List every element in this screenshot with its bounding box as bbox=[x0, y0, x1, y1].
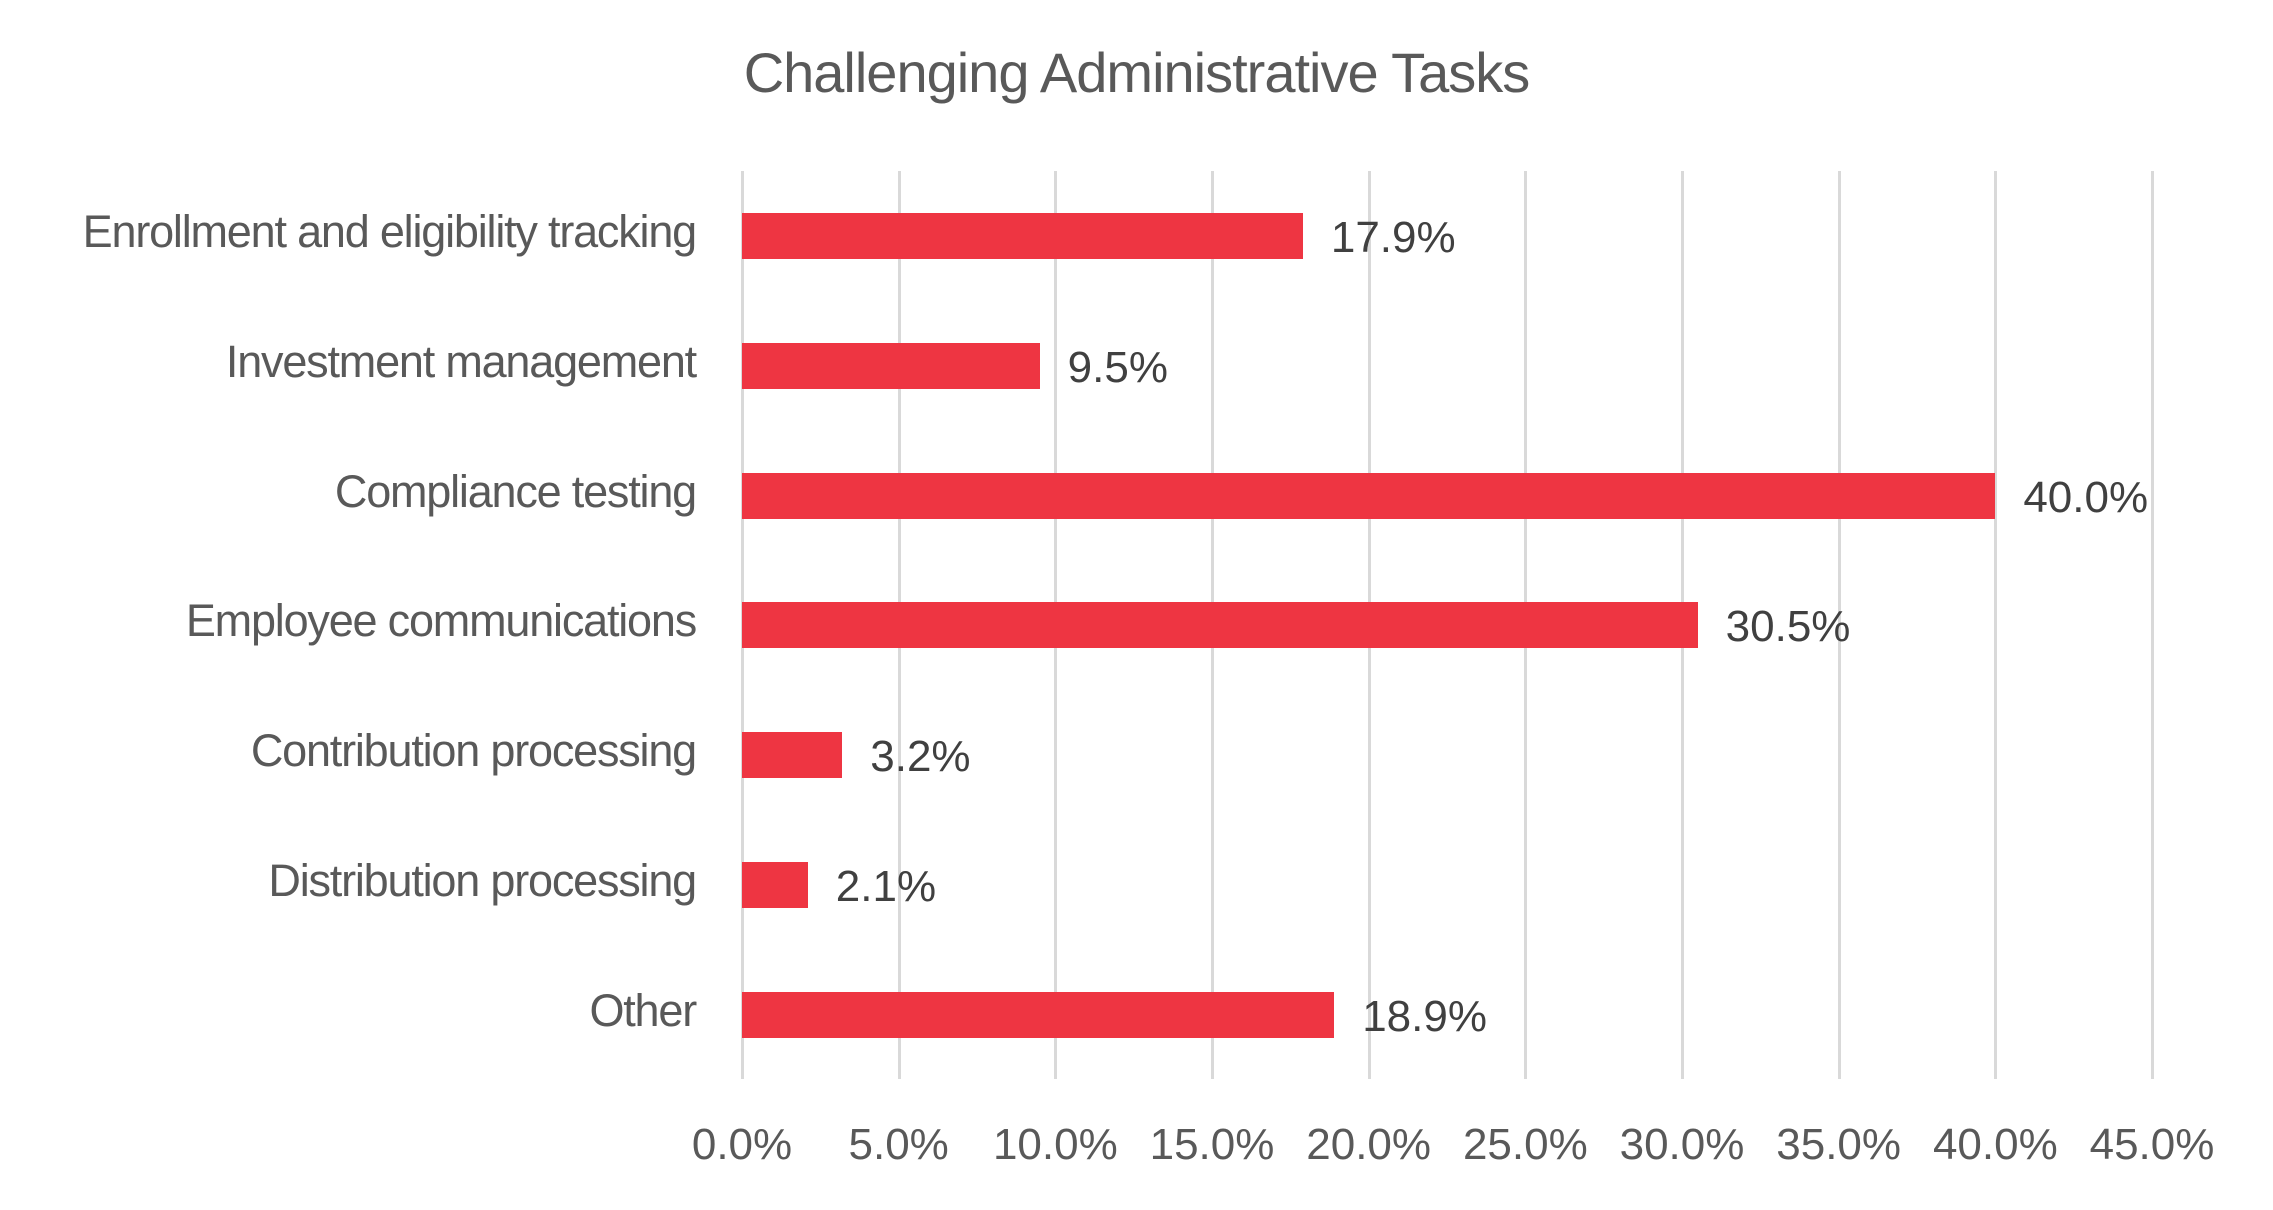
bar bbox=[742, 213, 1303, 259]
x-tick-label: 35.0% bbox=[1776, 1120, 1902, 1169]
x-tick-label: 30.0% bbox=[1619, 1120, 1745, 1169]
category-label: Distribution processing bbox=[268, 855, 697, 906]
category-label: Enrollment and eligibility tracking bbox=[82, 206, 698, 257]
x-tick-label: 20.0% bbox=[1306, 1120, 1432, 1169]
bar bbox=[742, 472, 1996, 519]
x-tick-label: 0.0% bbox=[691, 1120, 793, 1169]
x-tick-label: 45.0% bbox=[2089, 1120, 2215, 1169]
bar bbox=[742, 862, 808, 908]
value-label: 9.5% bbox=[1067, 342, 1168, 392]
x-tick-label: 15.0% bbox=[1149, 1120, 1275, 1169]
x-tick-label: 10.0% bbox=[992, 1120, 1118, 1169]
chart-title: Challenging Administrative Tasks bbox=[743, 41, 1531, 104]
value-label: 18.9% bbox=[1362, 991, 1487, 1041]
category-label: Contribution processing bbox=[250, 725, 697, 777]
x-tick-label: 25.0% bbox=[1462, 1120, 1588, 1169]
x-tick-label: 40.0% bbox=[1932, 1120, 2058, 1169]
value-label: 40.0% bbox=[2023, 472, 2149, 522]
category-label: Compliance testing bbox=[334, 465, 697, 517]
value-label: 2.1% bbox=[835, 862, 937, 911]
bar bbox=[742, 342, 1040, 389]
category-label: Investment management bbox=[225, 335, 697, 387]
gridline bbox=[2151, 171, 2154, 1079]
x-tick-label: 5.0% bbox=[848, 1120, 949, 1169]
value-label: 3.2% bbox=[870, 732, 971, 782]
gridline bbox=[1994, 171, 1998, 1079]
bar bbox=[742, 602, 1698, 649]
value-label: 30.5% bbox=[1725, 602, 1851, 652]
value-label: 17.9% bbox=[1330, 213, 1456, 262]
bar bbox=[742, 991, 1335, 1038]
bar bbox=[742, 732, 843, 779]
gridline bbox=[1837, 171, 1841, 1079]
category-label: Other bbox=[589, 984, 697, 1036]
category-label: Employee communications bbox=[185, 595, 697, 647]
